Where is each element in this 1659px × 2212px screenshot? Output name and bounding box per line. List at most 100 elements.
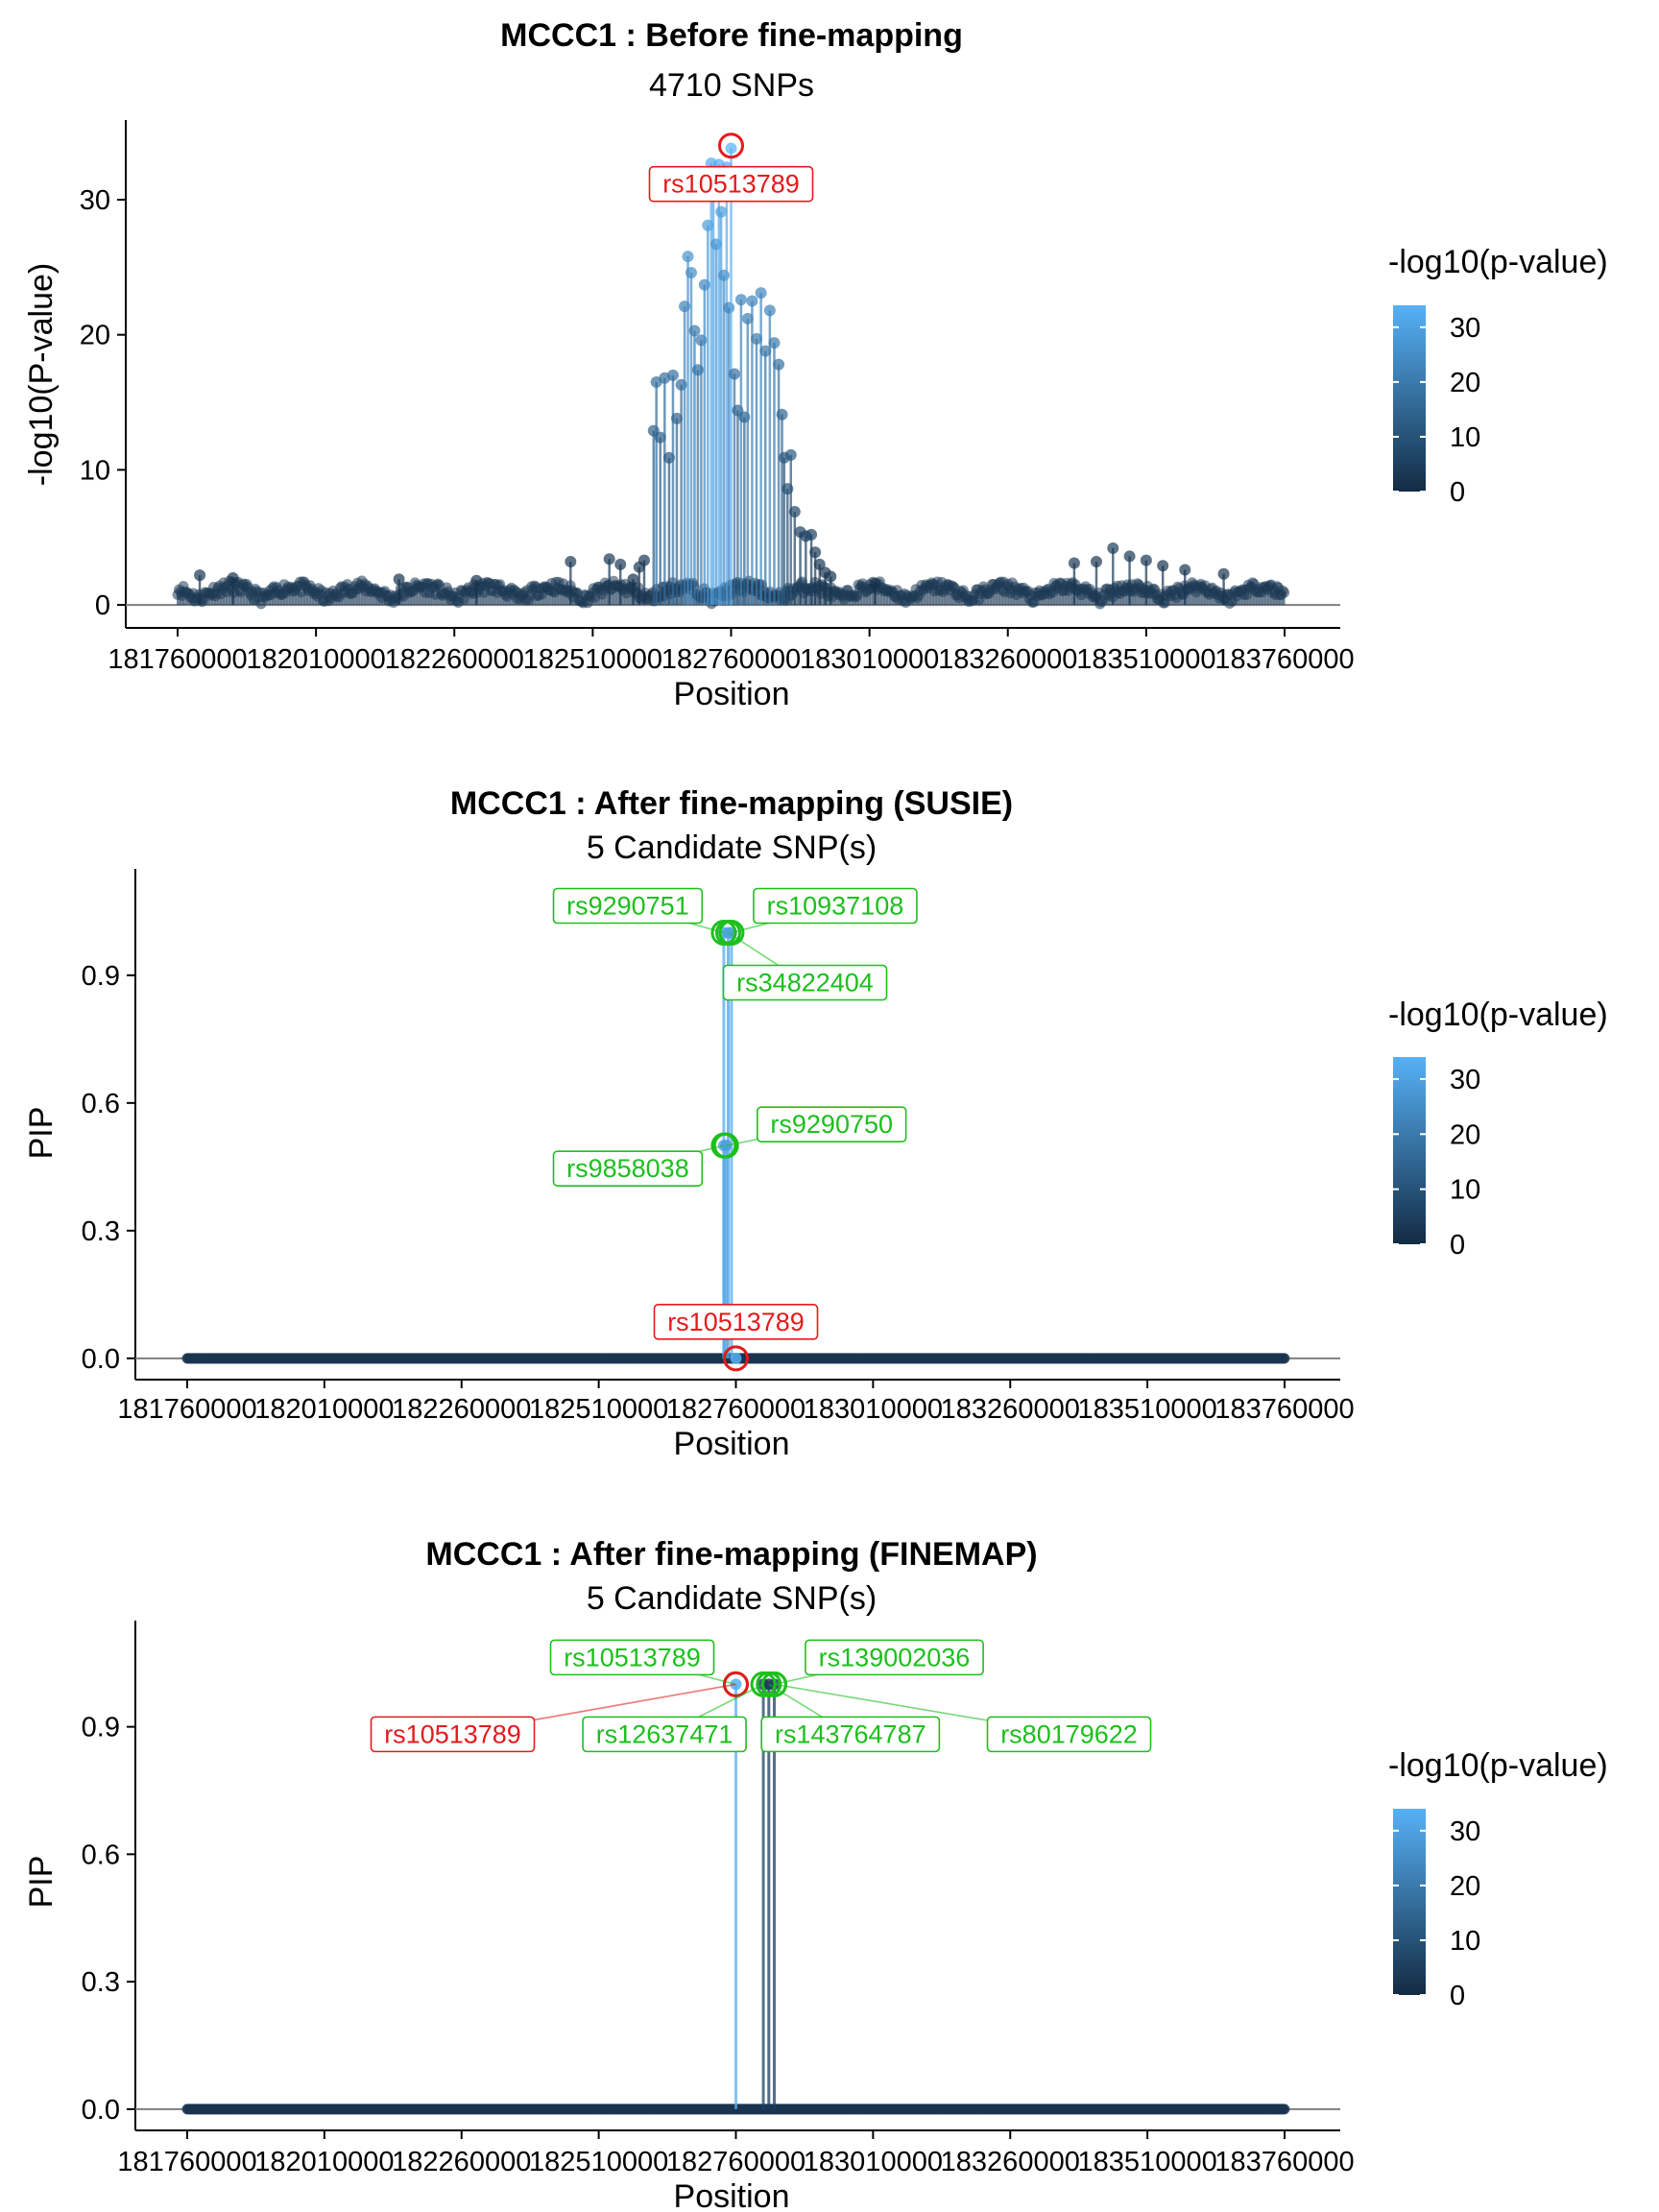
snp-point	[763, 304, 776, 317]
legend-tick-label: 30	[1450, 1065, 1480, 1095]
snp-point	[565, 556, 577, 568]
snp-point	[776, 408, 788, 421]
legend-tick-label: 10	[1450, 422, 1480, 453]
snp-label: rs34822404	[736, 969, 874, 998]
snp-point	[734, 294, 747, 306]
snp-point	[1179, 564, 1191, 576]
x-tick-label: 183760000	[1214, 1394, 1354, 1425]
legend-tick-label: 10	[1450, 1175, 1480, 1206]
snp-point	[1090, 556, 1102, 568]
snp-label: rs80179622	[1000, 1719, 1138, 1748]
x-tick-label: 181760000	[108, 644, 247, 675]
legend-title: -log10(p-value)	[1388, 1747, 1608, 1784]
snp-point	[1279, 1353, 1290, 1364]
snp-label-box	[753, 887, 918, 925]
y-tick-label: 0.9	[82, 1713, 120, 1743]
y-tick-label: 0.9	[82, 961, 120, 992]
snp-point	[788, 506, 801, 518]
x-tick-label: 183760000	[1214, 644, 1354, 675]
x-tick-label: 181760000	[117, 2147, 256, 2177]
snp-point	[393, 573, 405, 586]
data-layer: rs10513789 rs139002036 rs10513789 rs1263747…	[181, 1639, 1290, 2115]
x-tick-label: 182760000	[661, 644, 801, 675]
x-tick-label: 182260000	[392, 2147, 531, 2177]
chart-subtitle: 5 Candidate SNP(s)	[587, 1580, 877, 1617]
x-tick-label: 182010000	[254, 2147, 394, 2177]
snp-point	[1068, 557, 1080, 569]
snp-label: rs9290750	[770, 1110, 893, 1139]
snp-point	[627, 573, 639, 586]
x-tick-label: 183260000	[938, 644, 1077, 675]
snp-point	[730, 1352, 742, 1364]
snp-label-box	[552, 887, 704, 925]
legend-tick-label: 20	[1450, 1119, 1480, 1150]
y-tick-label: 0.3	[82, 1216, 120, 1247]
snp-point	[725, 142, 737, 155]
snp-label-box	[370, 1716, 536, 1753]
x-axis-label: Position	[674, 2178, 790, 2212]
x-tick-label: 181760000	[117, 1394, 256, 1425]
snp-label: rs9858038	[566, 1154, 689, 1183]
legend-title: -log10(p-value)	[1388, 244, 1608, 280]
y-tick-label: 0	[95, 590, 110, 621]
snp-point	[768, 337, 781, 349]
legend-tick-label: 0	[1450, 1981, 1465, 2011]
snp-label: rs10513789	[667, 1308, 805, 1336]
snp-point	[1140, 554, 1152, 566]
snp-label-box	[653, 1304, 819, 1340]
x-tick-label: 182510000	[523, 644, 662, 675]
snp-point	[718, 269, 731, 281]
x-tick-label: 183510000	[1078, 2147, 1217, 2177]
legend-tick-label: 0	[1450, 477, 1465, 508]
snp-point	[654, 431, 666, 444]
snp-label: rs143764787	[775, 1719, 926, 1748]
x-tick-label: 182010000	[254, 1394, 394, 1425]
snp-point	[741, 312, 754, 325]
snp-label-box	[722, 964, 888, 1001]
x-axis-label: Position	[674, 1426, 790, 1462]
snp-label: rs10513789	[662, 170, 800, 199]
x-tick-label: 182510000	[529, 1394, 668, 1425]
y-tick-label: 20	[80, 321, 110, 351]
panel-1: MCCC1 : Before fine-mapping 4710 SNPs 0 10 2…	[23, 17, 1608, 712]
legend-tick-label: 0	[1450, 1230, 1465, 1261]
x-tick-label: 183760000	[1214, 2147, 1354, 2177]
snp-point	[746, 295, 758, 307]
y-axis-label: -log10(P-value)	[23, 263, 60, 486]
legend: -log10(p-value) 0 10 20 30	[1388, 1747, 1608, 2011]
panel-2: MCCC1 : After fine-mapping (SUSIE) 5 Cand…	[23, 785, 1608, 1462]
snp-point	[759, 345, 772, 357]
snp-point	[715, 205, 728, 218]
x-tick-label: 183510000	[1076, 644, 1215, 675]
snp-point	[685, 266, 697, 278]
x-tick-label: 183010000	[800, 644, 939, 675]
snp-label: rs9290751	[566, 892, 689, 921]
snp-point	[751, 332, 763, 345]
x-tick-label: 182510000	[529, 2147, 668, 2177]
x-axis-label: Position	[674, 676, 790, 712]
highlight-ring	[714, 920, 741, 946]
data-layer: rs9290751 rs10937108 rs34822404 rs9290750 rs…	[181, 887, 1290, 1372]
x-tick-label: 182260000	[392, 1394, 531, 1425]
highlight-ring	[761, 1671, 788, 1697]
snp-point	[1279, 587, 1290, 598]
y-tick-label: 0.6	[82, 1089, 120, 1119]
chart-title: MCCC1 : After fine-mapping (SUSIE)	[450, 785, 1013, 822]
snp-point	[603, 553, 615, 565]
snp-point	[809, 546, 822, 559]
snp-label-box	[648, 165, 814, 203]
legend-tick-label: 30	[1450, 313, 1480, 344]
legend-tick-label: 10	[1450, 1926, 1480, 1957]
y-tick-label: 10	[80, 455, 110, 486]
legend: -log10(p-value) 0 10 20 30	[1388, 244, 1608, 508]
snp-point	[813, 558, 826, 570]
snp-label-box	[552, 1150, 704, 1187]
x-tick-label: 182760000	[666, 1394, 805, 1425]
y-axis-label: PIP	[23, 1856, 60, 1909]
snp-label-box	[986, 1716, 1152, 1753]
snp-label: rs10513789	[564, 1643, 701, 1671]
x-tick-label: 183260000	[941, 2147, 1080, 2177]
x-tick-label: 182260000	[385, 644, 524, 675]
snp-label: rs10937108	[767, 892, 904, 921]
